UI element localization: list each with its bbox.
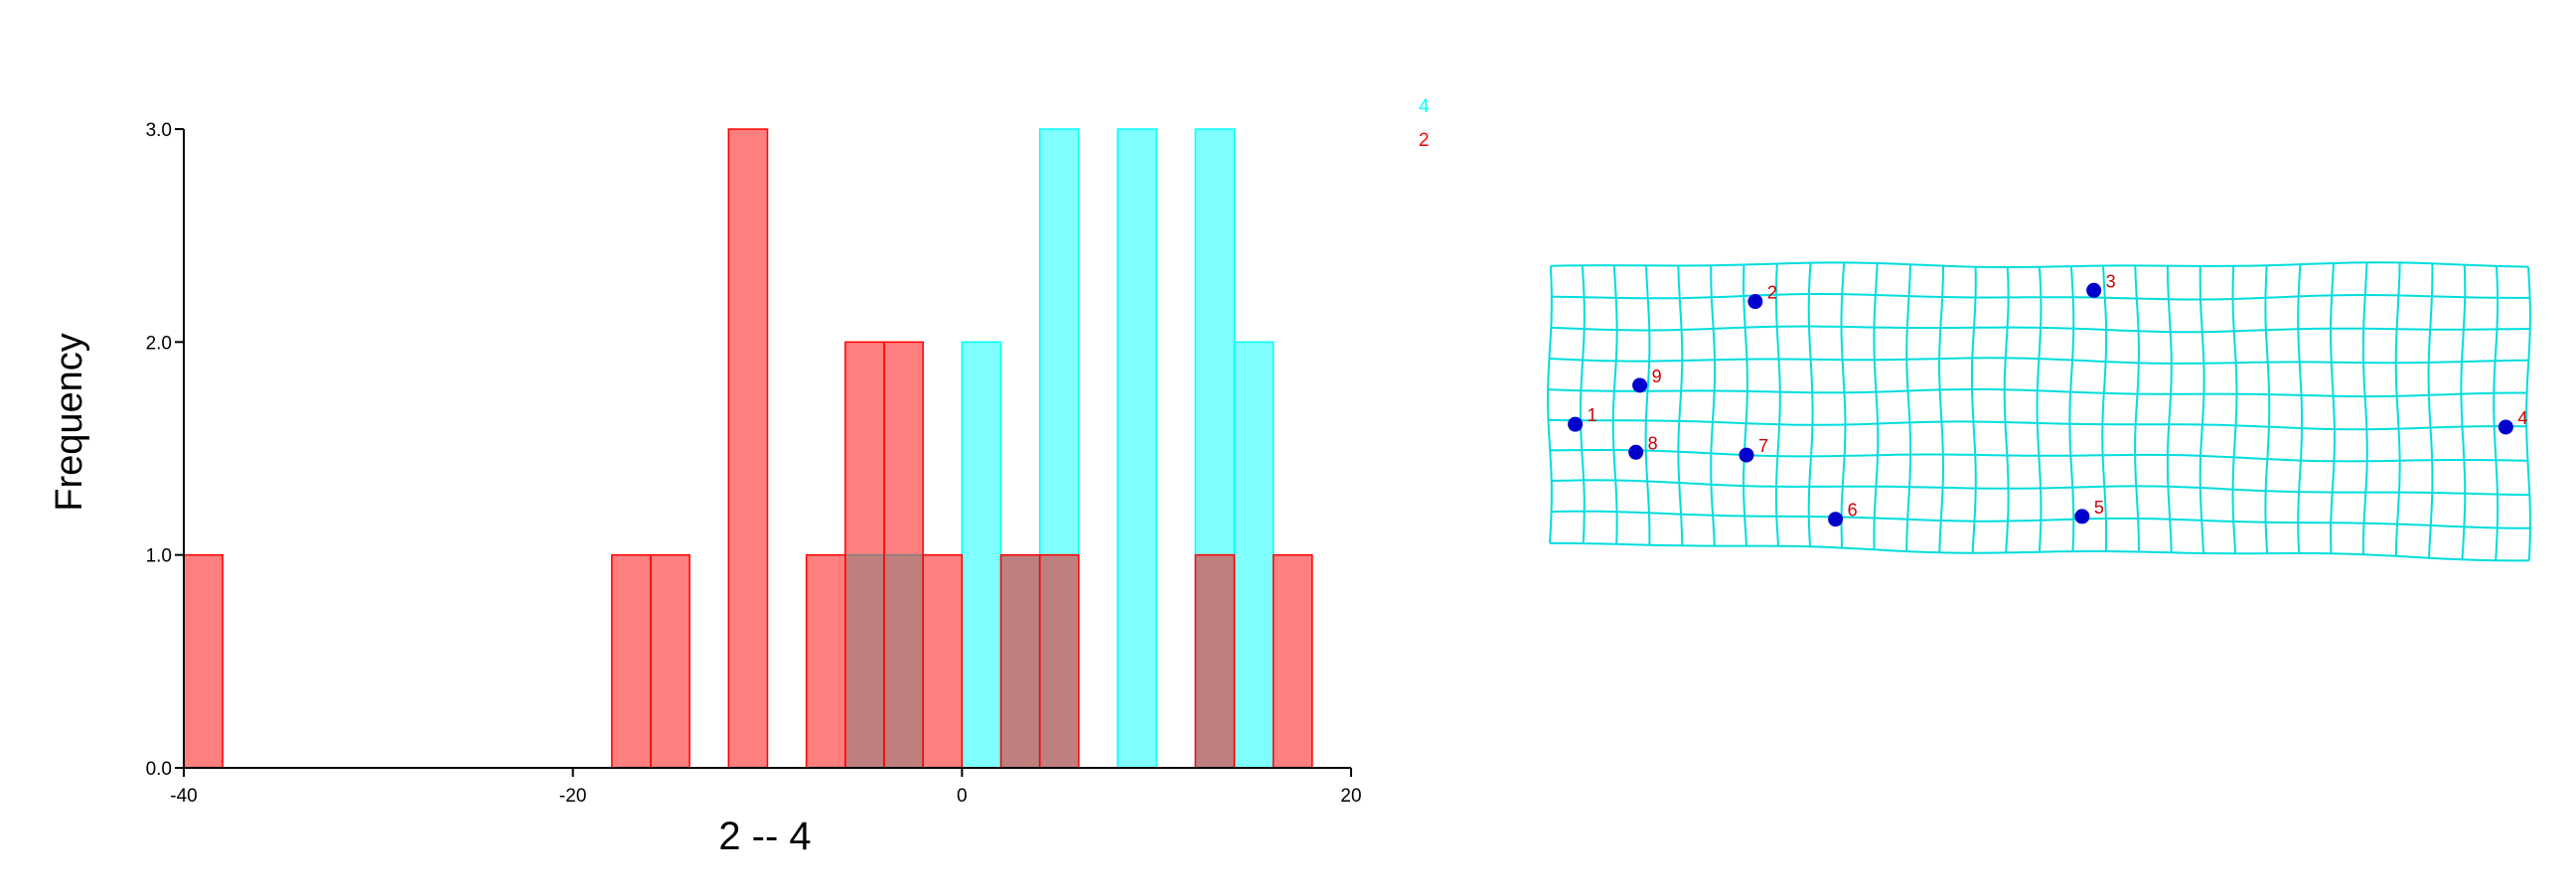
histogram-bar: [922, 553, 964, 769]
grid-column-line: [2427, 263, 2434, 558]
grid-column-line: [2264, 265, 2271, 554]
x-tick-label: -40: [170, 786, 197, 807]
grid-column-line: [1840, 262, 1847, 548]
landmark-grid-panel: 1 2 3 4 5 6 7 8 9: [1547, 261, 2531, 562]
grid-column-line: [2198, 265, 2205, 554]
landmark-point-2: [1747, 294, 1763, 310]
landmark-point-9: [1632, 377, 1648, 393]
grid-column-line: [1905, 264, 1912, 552]
landmark-label-8: 8: [1648, 433, 1658, 453]
y-axis-title: Frequency: [49, 333, 90, 512]
grid-column-line: [2361, 262, 2368, 555]
grid-column-line: [1547, 265, 1553, 543]
landmark-label-7: 7: [1758, 436, 1768, 456]
x-tick-label: 20: [1340, 786, 1361, 807]
grid-column-line: [1579, 265, 1586, 544]
histogram-bar: [999, 553, 1041, 769]
landmark-point-8: [1628, 444, 1644, 460]
grid-row-line: [1550, 261, 2529, 269]
grid-column-line: [1937, 265, 1945, 553]
landmark-label-1: 1: [1588, 405, 1597, 425]
grid-column-line: [2166, 265, 2173, 553]
legend: 42: [1419, 96, 1430, 151]
histogram-bar: [1117, 128, 1157, 769]
grid-column-line: [1807, 262, 1814, 547]
grid-column-line: [2460, 264, 2467, 560]
deformation-grid: [1547, 261, 2531, 562]
histogram-bar: [883, 341, 924, 769]
grid-column-line: [1611, 265, 1618, 544]
legend-entry-2: 2: [1419, 130, 1430, 151]
grid-column-line: [2068, 266, 2075, 552]
landmark-points: 1 2 3 4 5 6 7 8 9: [1568, 271, 2527, 527]
histogram-bar: [1272, 553, 1313, 769]
histogram-bar: [727, 128, 769, 769]
landmark-point-7: [1739, 447, 1754, 463]
y-tick-label: 1.0: [146, 546, 172, 567]
grid-column-line: [2525, 266, 2531, 561]
grid-column-line: [2297, 264, 2304, 554]
landmark-point-6: [1828, 512, 1844, 527]
histogram-bar: [1194, 553, 1236, 769]
grid-column-line: [1970, 266, 1977, 553]
axis-ticks: -40 -20 0 20 0.0 1.0 2.0 3.0: [146, 120, 1362, 807]
landmark-point-3: [2086, 282, 2102, 298]
histogram-bar: [844, 341, 885, 769]
grid-column-line: [2036, 266, 2043, 552]
histogram-bar: [1233, 341, 1275, 769]
grid-column-line: [2101, 265, 2108, 552]
histogram-bar: [961, 341, 1002, 769]
x-tick-label: -20: [559, 786, 586, 807]
x-axis-title: 2 -- 4: [718, 815, 811, 858]
landmark-point-4: [2498, 419, 2513, 435]
histogram-bar: [1038, 553, 1080, 769]
y-tick-label: 0.0: [146, 759, 172, 780]
landmark-label-4: 4: [2517, 408, 2527, 428]
landmark-label-9: 9: [1652, 367, 1662, 386]
histogram-bar: [611, 553, 652, 769]
landmark-point-5: [2074, 509, 2090, 524]
grid-column-line: [1677, 265, 1684, 546]
y-tick-label: 3.0: [146, 120, 172, 141]
grid-column-line: [1873, 262, 1880, 550]
grid-column-line: [2003, 266, 2010, 553]
landmark-label-3: 3: [2106, 271, 2116, 291]
grid-column-line: [2394, 262, 2401, 556]
histogram-bars: [183, 128, 1313, 769]
grid-column-line: [2231, 265, 2238, 554]
grid-column-line: [2493, 265, 2500, 561]
histogram-bar: [650, 553, 690, 769]
histogram-bar: [805, 553, 846, 769]
grid-column-line: [1774, 263, 1781, 546]
y-tick-label: 2.0: [146, 333, 172, 354]
landmark-label-5: 5: [2094, 498, 2104, 518]
legend-entry-4: 4: [1419, 96, 1430, 117]
landmark-label-6: 6: [1848, 501, 1858, 521]
landmark-point-1: [1568, 416, 1584, 432]
histogram-bar: [183, 553, 224, 769]
grid-column-line: [2329, 262, 2337, 554]
landmark-label-2: 2: [1767, 283, 1777, 303]
grid-column-line: [1644, 265, 1651, 545]
series-2-bars: [183, 128, 1313, 769]
grid-column-line: [1710, 265, 1717, 546]
x-tick-label: 0: [957, 786, 968, 807]
histogram-chart: -40 -20 0 20 0.0 1.0 2.0 3.0 Frequency 2 -- 4 4…: [49, 96, 1430, 858]
grid-column-line: [2133, 265, 2141, 552]
grid-column-line: [1742, 264, 1748, 546]
